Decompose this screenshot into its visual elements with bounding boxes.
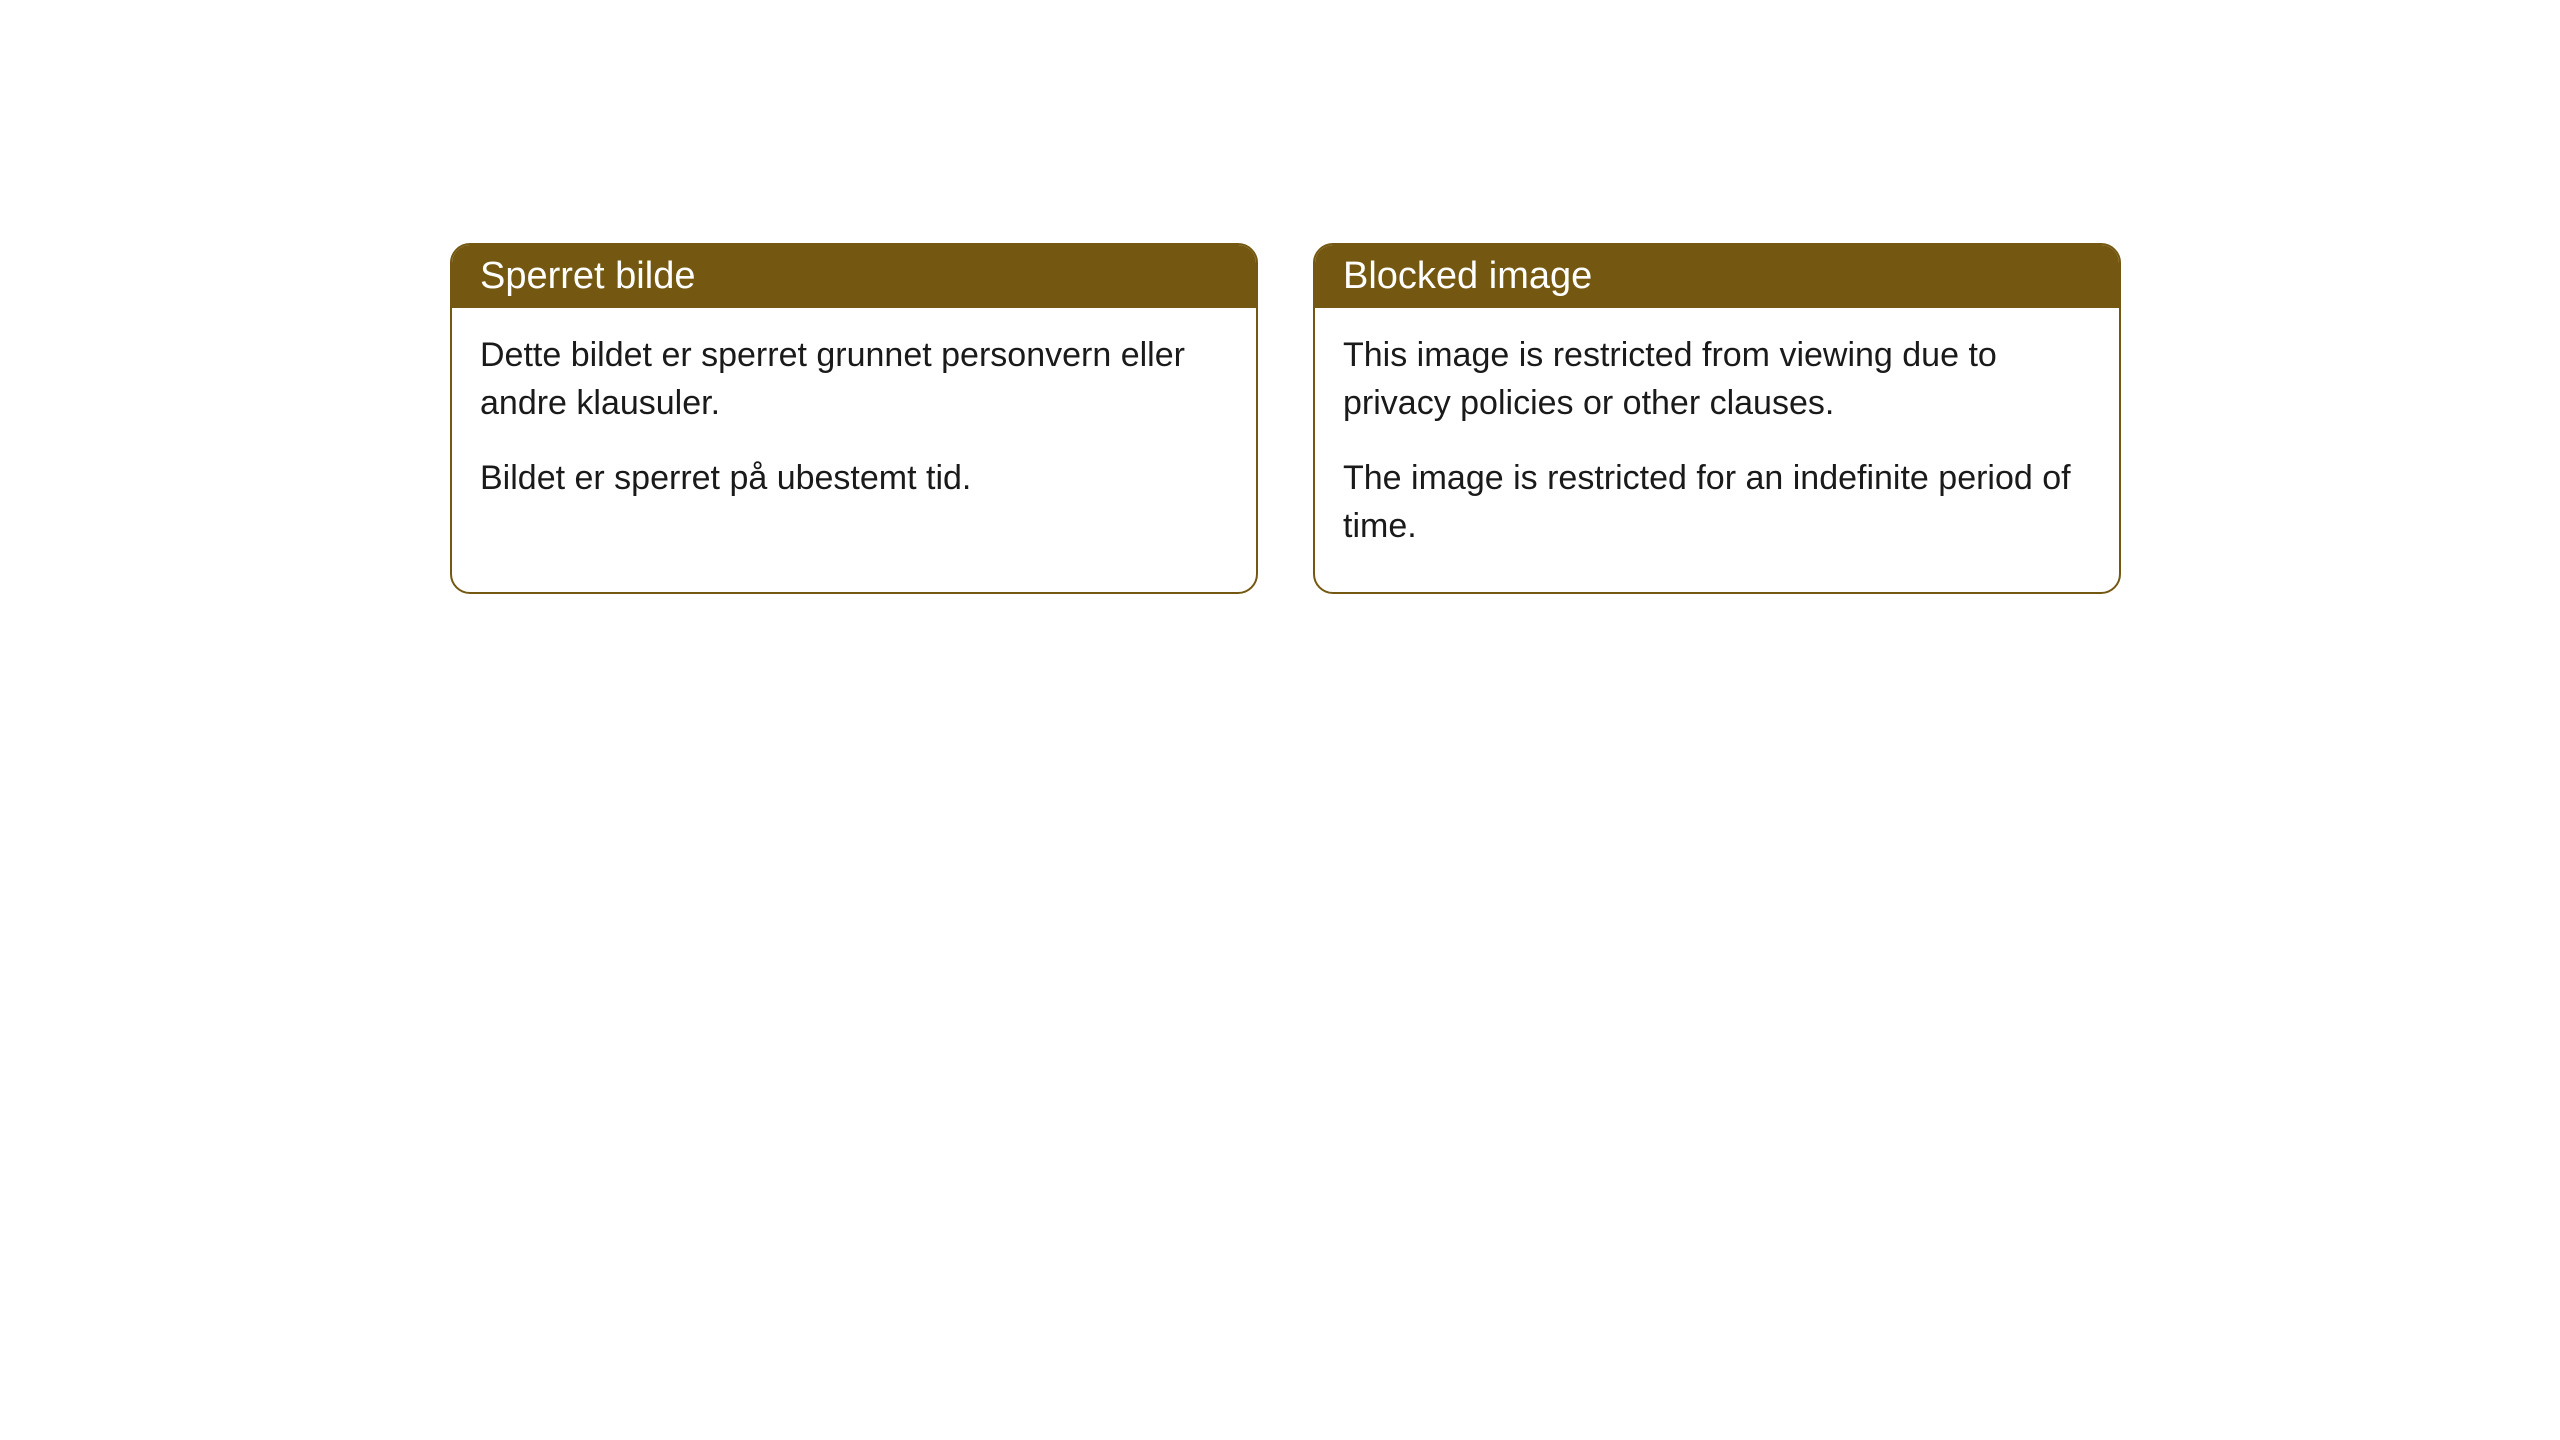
card-paragraph: Dette bildet er sperret grunnet personve… [480, 332, 1228, 427]
card-paragraph: Bildet er sperret på ubestemt tid. [480, 455, 1228, 503]
notice-card-english: Blocked image This image is restricted f… [1313, 243, 2121, 594]
card-title: Sperret bilde [480, 255, 695, 297]
card-paragraph: This image is restricted from viewing du… [1343, 332, 2091, 427]
card-header: Sperret bilde [452, 245, 1256, 308]
card-paragraph: The image is restricted for an indefinit… [1343, 455, 2091, 550]
card-body: This image is restricted from viewing du… [1315, 308, 2119, 592]
card-title: Blocked image [1343, 255, 1592, 297]
notice-cards-container: Sperret bilde Dette bildet er sperret gr… [450, 243, 2121, 594]
notice-card-norwegian: Sperret bilde Dette bildet er sperret gr… [450, 243, 1258, 594]
card-header: Blocked image [1315, 245, 2119, 308]
card-body: Dette bildet er sperret grunnet personve… [452, 308, 1256, 545]
